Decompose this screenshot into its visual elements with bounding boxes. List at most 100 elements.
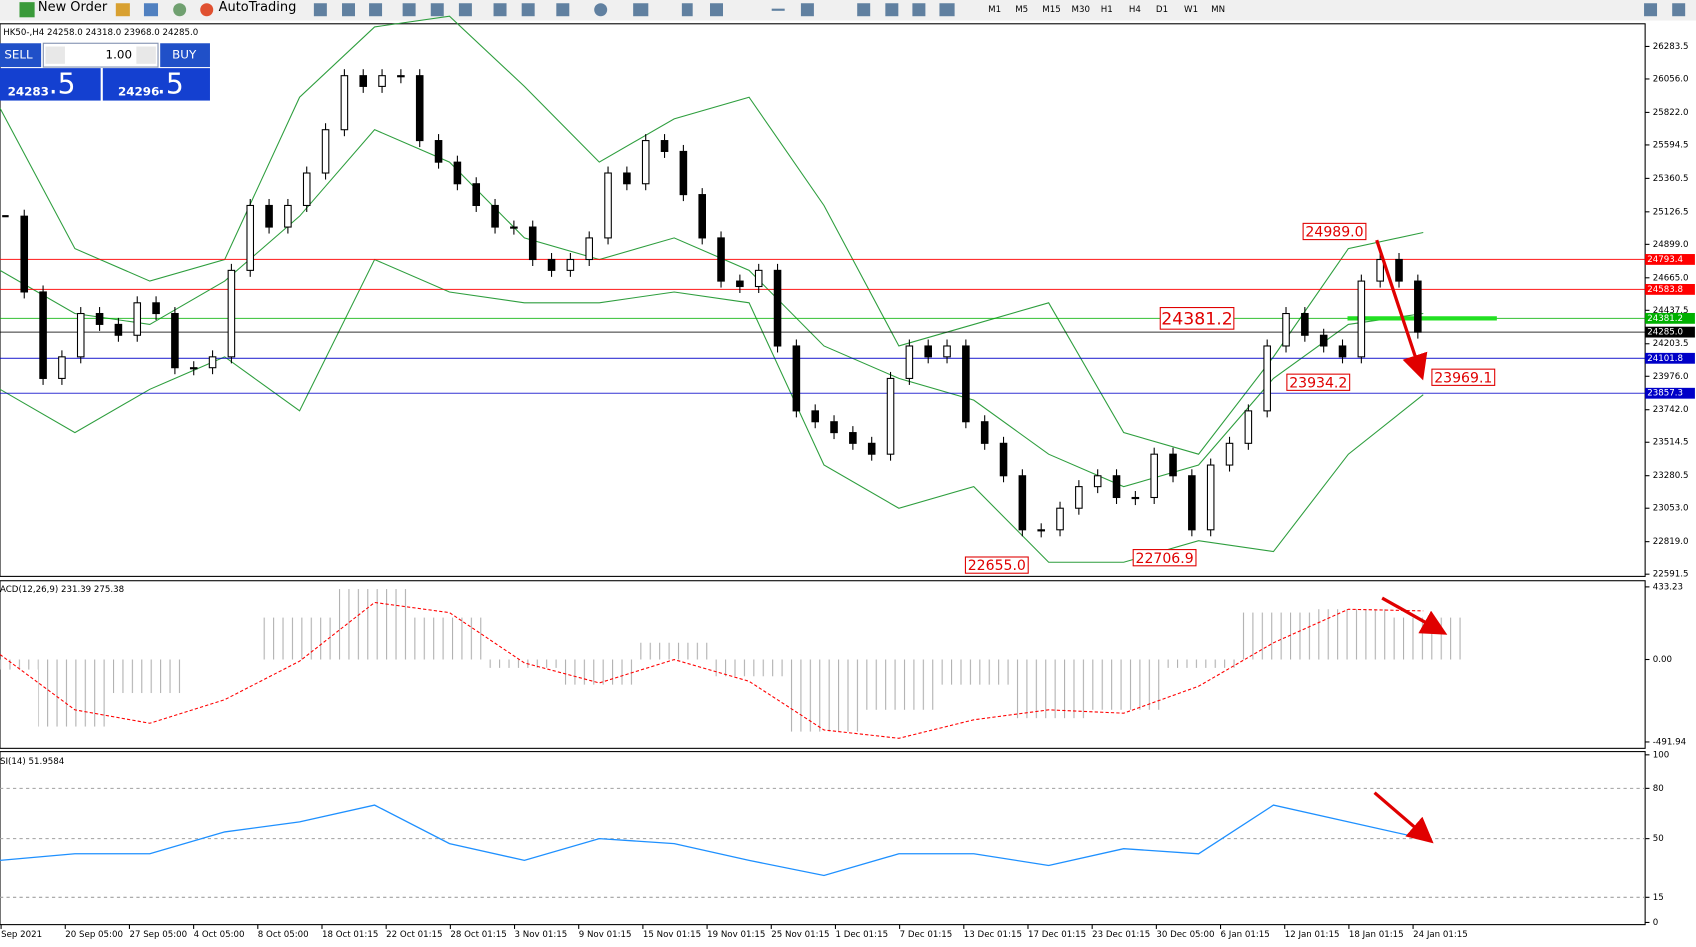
auto-trading-icon[interactable] <box>200 3 214 17</box>
timeframe-button[interactable]: MN <box>1211 5 1225 15</box>
timeframe-button[interactable]: M1 <box>988 5 1001 15</box>
macd-bar <box>712 659 787 677</box>
fibo[interactable] <box>857 3 871 17</box>
candle <box>886 377 895 455</box>
x-tick-label: 15 Nov 01:15 <box>643 930 701 940</box>
account[interactable] <box>1672 3 1686 17</box>
hline[interactable] <box>771 8 785 11</box>
macd-bar <box>787 659 862 732</box>
candle <box>359 75 368 87</box>
arrow <box>1375 239 1428 381</box>
tool-icon[interactable] <box>342 3 356 17</box>
candle <box>189 367 198 370</box>
candle <box>924 345 932 358</box>
macd-bar <box>1011 659 1087 719</box>
price-annotation: 24989.0 <box>1305 225 1363 241</box>
candle <box>76 312 85 358</box>
buy-label[interactable]: BUY <box>172 48 197 62</box>
candle <box>1206 464 1215 531</box>
timeframe-button[interactable]: W1 <box>1184 5 1198 15</box>
candle <box>830 421 838 434</box>
lot-down[interactable] <box>45 46 65 64</box>
candle <box>95 312 104 325</box>
candle <box>453 161 462 185</box>
search[interactable] <box>1644 3 1658 17</box>
candle <box>849 432 857 444</box>
buy-button[interactable] <box>160 43 210 68</box>
sell-button[interactable] <box>0 43 42 68</box>
candle <box>773 269 782 347</box>
timeframe-button[interactable]: H4 <box>1129 5 1142 15</box>
level-tag <box>1645 352 1695 364</box>
cursor[interactable] <box>681 3 693 17</box>
tool-icon[interactable] <box>115 3 130 17</box>
candle <box>1319 334 1328 347</box>
x-tick-label: 17 Dec 01:15 <box>1028 930 1086 940</box>
tool-icon[interactable] <box>369 3 383 17</box>
arrows[interactable] <box>939 3 955 17</box>
timeframe-button[interactable]: M15 <box>1042 5 1060 15</box>
candle <box>962 345 970 423</box>
auto-trading-button[interactable]: AutoTrading <box>219 0 297 15</box>
crosshair[interactable] <box>710 3 723 17</box>
tool-icon[interactable] <box>458 3 472 17</box>
x-tick-label: 3 Nov 01:15 <box>515 930 568 940</box>
new-order-button[interactable]: New Order <box>38 0 108 15</box>
x-tick-label: 24 Jan 01:15 <box>1413 930 1468 940</box>
macd-title: ACD(12,26,9) 231.39 275.38 <box>0 585 124 595</box>
level-label: 24583.8 <box>1647 285 1683 295</box>
level-tag <box>1645 326 1695 338</box>
timeframe-button[interactable]: H1 <box>1101 5 1113 15</box>
candle <box>1376 258 1384 282</box>
new-order-icon[interactable] <box>19 2 35 18</box>
x-tick-label: 18 Jan 01:15 <box>1349 930 1404 940</box>
timeframe-button[interactable]: M5 <box>1015 5 1028 15</box>
candle <box>114 323 123 336</box>
templates[interactable] <box>633 3 649 17</box>
candle <box>2 215 9 218</box>
lot-up[interactable] <box>136 46 156 64</box>
candle <box>133 302 142 336</box>
candle <box>378 75 386 87</box>
trendline[interactable] <box>800 3 814 17</box>
tool-icon[interactable] <box>313 3 327 17</box>
timeframe-button[interactable]: D1 <box>1156 5 1168 15</box>
ask-price-box[interactable] <box>102 68 210 101</box>
candle <box>58 356 66 379</box>
candle <box>660 140 669 152</box>
macd-bar <box>937 659 1012 685</box>
lot-input[interactable] <box>42 42 159 68</box>
text-tool[interactable] <box>885 3 899 17</box>
bid-price-box[interactable] <box>0 68 101 101</box>
periods[interactable] <box>594 3 608 17</box>
timeframe-button[interactable]: M30 <box>1071 5 1089 15</box>
macd-bar <box>337 589 413 660</box>
zoom-in[interactable] <box>402 3 416 17</box>
indicators[interactable] <box>556 3 570 17</box>
x-tick-label: 6 Jan 01:15 <box>1221 930 1270 940</box>
tool-icon[interactable] <box>493 3 507 17</box>
label-tool[interactable] <box>912 3 926 17</box>
sell-label[interactable]: SELL <box>4 48 33 62</box>
level-label: 24101.8 <box>1647 354 1683 364</box>
tool-icon[interactable] <box>521 3 535 17</box>
candle <box>1338 345 1347 358</box>
x-tick-label: 13 Dec 01:15 <box>964 930 1022 940</box>
candle <box>397 75 405 78</box>
candle <box>736 280 744 288</box>
tool-icon[interactable] <box>143 3 159 17</box>
candle <box>321 129 330 174</box>
zoom-out[interactable] <box>430 3 444 17</box>
price-annotation-box <box>1286 373 1351 391</box>
tool-icon[interactable] <box>173 3 187 17</box>
lot-value[interactable]: 1.00 <box>106 48 132 62</box>
x-tick-label: 28 Oct 01:15 <box>450 930 506 940</box>
ask-price-pips: .5 <box>157 67 184 100</box>
x-tick-label: 1 Dec 01:15 <box>835 930 888 940</box>
y-tick-label: 15 <box>1653 893 1664 903</box>
y-tick-label: 26056.0 <box>1653 74 1689 84</box>
level-label: 24381.2 <box>1647 314 1683 324</box>
candle <box>472 183 481 207</box>
candle <box>1131 496 1140 500</box>
candle <box>905 345 914 379</box>
